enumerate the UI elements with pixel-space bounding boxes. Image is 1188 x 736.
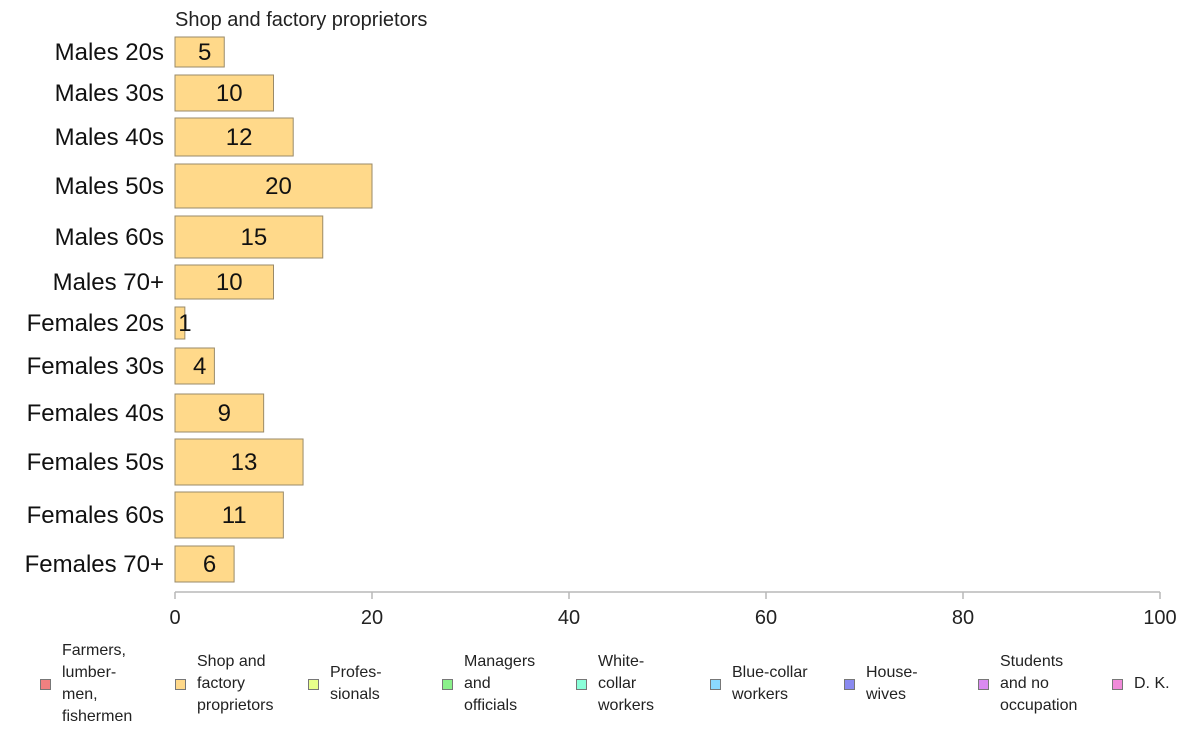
legend-label: Managers and officials xyxy=(464,653,536,714)
x-tick-label: 20 xyxy=(361,607,383,629)
legend-item: White- collar workers xyxy=(576,651,654,717)
legend-label: D. K. xyxy=(1134,675,1170,692)
x-tick-label: 100 xyxy=(1143,607,1176,629)
bar-value-label: 6 xyxy=(203,551,216,578)
category-label: Females 70+ xyxy=(25,551,164,578)
bar xyxy=(174,393,265,433)
bar-value-label: 10 xyxy=(216,80,243,107)
bar-value-label: 5 xyxy=(198,39,211,66)
legend-swatch xyxy=(442,678,453,690)
category-label: Females 30s xyxy=(27,353,164,380)
legend-label: Farmers, lumber- men, fishermen xyxy=(62,642,133,725)
legend-label: Students and no occupation xyxy=(1000,653,1078,714)
legend-label: White- collar workers xyxy=(598,653,655,714)
bar xyxy=(174,347,215,385)
legend-item: Students and no occupation xyxy=(978,651,1077,717)
bar xyxy=(174,215,324,259)
bar xyxy=(174,264,274,300)
x-tick-label: 60 xyxy=(755,607,777,629)
category-label: Females 40s xyxy=(27,400,164,427)
bar-value-label: 13 xyxy=(231,449,258,476)
legend-swatch xyxy=(710,678,721,690)
category-label: Males 30s xyxy=(55,80,164,107)
bar-value-label: 12 xyxy=(226,124,253,151)
bar-value-label: 9 xyxy=(218,400,231,427)
bars-group: Males 20s 5 Males 30s 10 Males 40s 12 Males 50… xyxy=(25,36,373,583)
legend-swatch xyxy=(308,678,319,690)
legend-swatch xyxy=(1112,678,1123,690)
bar-value-label: 20 xyxy=(265,173,292,200)
x-tick-label: 40 xyxy=(558,607,580,629)
legend-swatch xyxy=(576,678,587,690)
legend-item: Profes- sionals xyxy=(308,662,382,706)
bar xyxy=(174,163,373,209)
legend-label: Profes- sionals xyxy=(330,664,382,703)
legend-swatch xyxy=(40,678,51,690)
bar-value-label: 15 xyxy=(241,224,268,251)
legend-item: House- wives xyxy=(844,662,918,706)
category-label: Males 20s xyxy=(55,39,164,66)
legend-item: Blue-collar workers xyxy=(710,662,808,706)
category-label: Males 60s xyxy=(55,224,164,251)
bar-value-label: 11 xyxy=(222,502,247,529)
category-label: Females 50s xyxy=(27,449,164,476)
bar-value-label: 10 xyxy=(216,269,243,296)
chart-title: Shop and factory proprietors xyxy=(175,9,427,31)
legend: Farmers, lumber- men, fishermen Shop and … xyxy=(0,640,1188,736)
bar xyxy=(174,306,186,340)
bar xyxy=(174,545,235,583)
legend-item: Shop and factory proprietors xyxy=(175,651,273,717)
x-tick-label: 80 xyxy=(952,607,974,629)
legend-item: Managers and officials xyxy=(442,651,535,717)
bar-chart: Shop and factory proprietors Males 20s 5M… xyxy=(25,9,1177,629)
bar xyxy=(174,117,294,157)
legend-swatch xyxy=(844,678,855,690)
legend-item: D. K. xyxy=(1112,673,1170,695)
legend-label: Shop and factory proprietors xyxy=(197,653,274,714)
bar xyxy=(174,491,284,539)
legend-swatch xyxy=(978,678,989,690)
legend-label: House- wives xyxy=(866,664,918,703)
legend-item: Farmers, lumber- men, fishermen xyxy=(40,640,132,728)
bar-value-label: 4 xyxy=(193,353,206,380)
x-tick-label: 0 xyxy=(169,607,180,629)
category-label: Males 50s xyxy=(55,173,164,200)
bar-value-label: 1 xyxy=(178,310,191,337)
legend-label: Blue-collar workers xyxy=(732,664,808,703)
bar xyxy=(174,36,225,68)
bar xyxy=(174,74,274,112)
category-label: Males 70+ xyxy=(53,269,164,296)
legend-swatch xyxy=(175,678,186,690)
bar xyxy=(174,438,304,486)
x-axis: 0 20 40 60 80 100 xyxy=(169,591,1177,629)
category-label: Males 40s xyxy=(55,124,164,151)
category-label: Females 20s xyxy=(27,310,164,337)
category-label: Females 60s xyxy=(27,502,164,529)
